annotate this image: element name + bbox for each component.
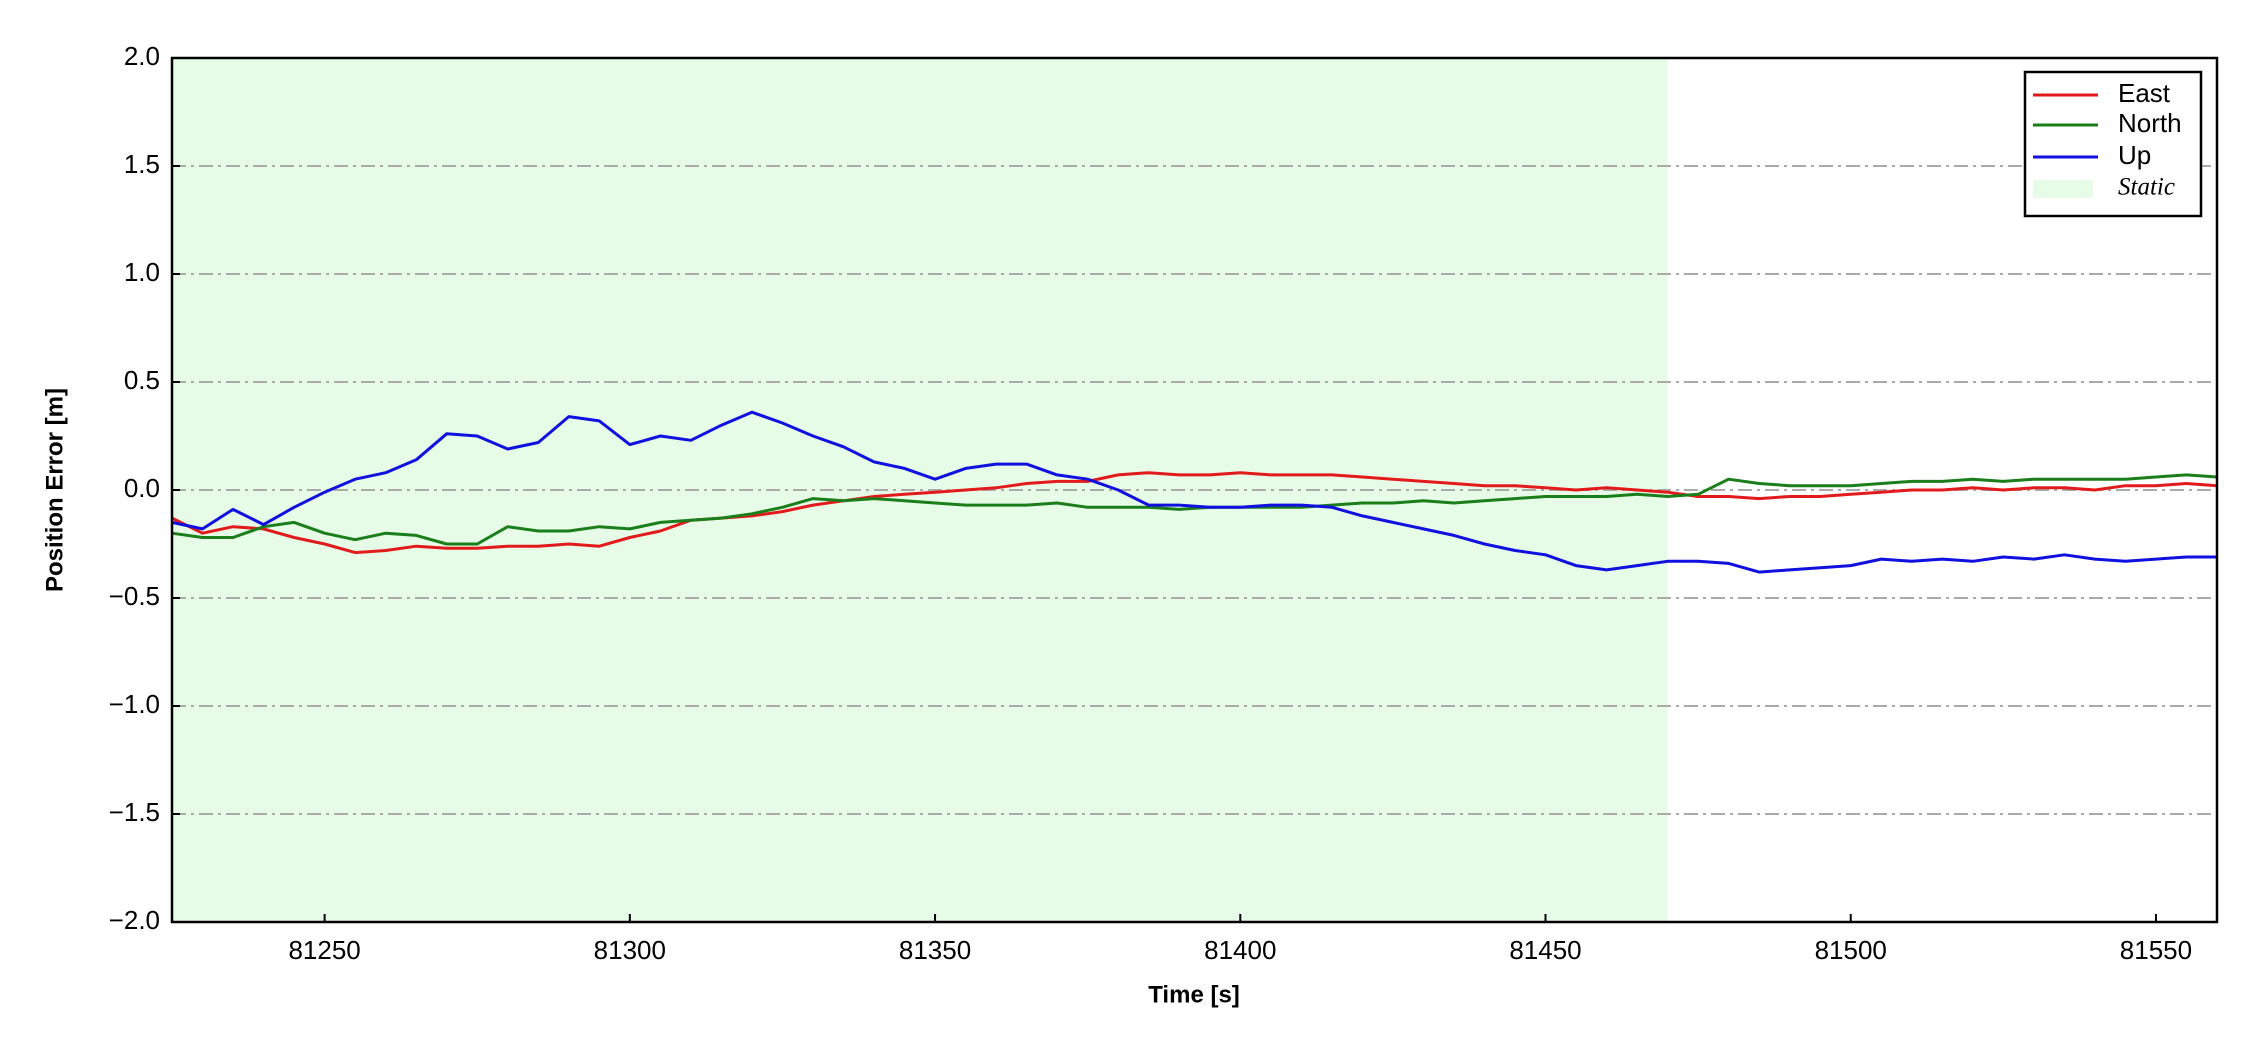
y-tick-label: −0.5 bbox=[109, 581, 160, 611]
y-tick-label: −2.0 bbox=[109, 905, 160, 935]
x-tick-label: 81500 bbox=[1815, 935, 1887, 965]
y-tick-label: 1.5 bbox=[124, 149, 160, 179]
legend-label: Static bbox=[2118, 174, 2175, 201]
x-tick-label: 81350 bbox=[899, 935, 971, 965]
y-tick-label: 0.0 bbox=[124, 473, 160, 503]
x-tick-label: 81550 bbox=[2120, 935, 2192, 965]
legend-swatch bbox=[2033, 180, 2093, 198]
y-tick-label: −1.0 bbox=[109, 689, 160, 719]
x-tick-label: 81400 bbox=[1204, 935, 1276, 965]
y-tick-label: −1.5 bbox=[109, 797, 160, 827]
x-tick-label: 81250 bbox=[288, 935, 360, 965]
x-tick-label: 81450 bbox=[1509, 935, 1581, 965]
legend-label: Up bbox=[2118, 140, 2151, 170]
y-tick-label: 0.5 bbox=[124, 365, 160, 395]
y-tick-label: 2.0 bbox=[124, 41, 160, 71]
legend-label: East bbox=[2118, 78, 2171, 108]
series-line bbox=[171, 473, 2218, 546]
legend-label: North bbox=[2118, 108, 2182, 138]
x-axis-label: Time [s] bbox=[1148, 981, 1240, 1008]
series-line bbox=[171, 471, 2218, 555]
series-line bbox=[171, 410, 2217, 574]
x-tick-label: 81300 bbox=[594, 935, 666, 965]
y-axis-label: Position Error [m] bbox=[41, 388, 68, 592]
y-tick-label: 1.0 bbox=[124, 257, 160, 287]
